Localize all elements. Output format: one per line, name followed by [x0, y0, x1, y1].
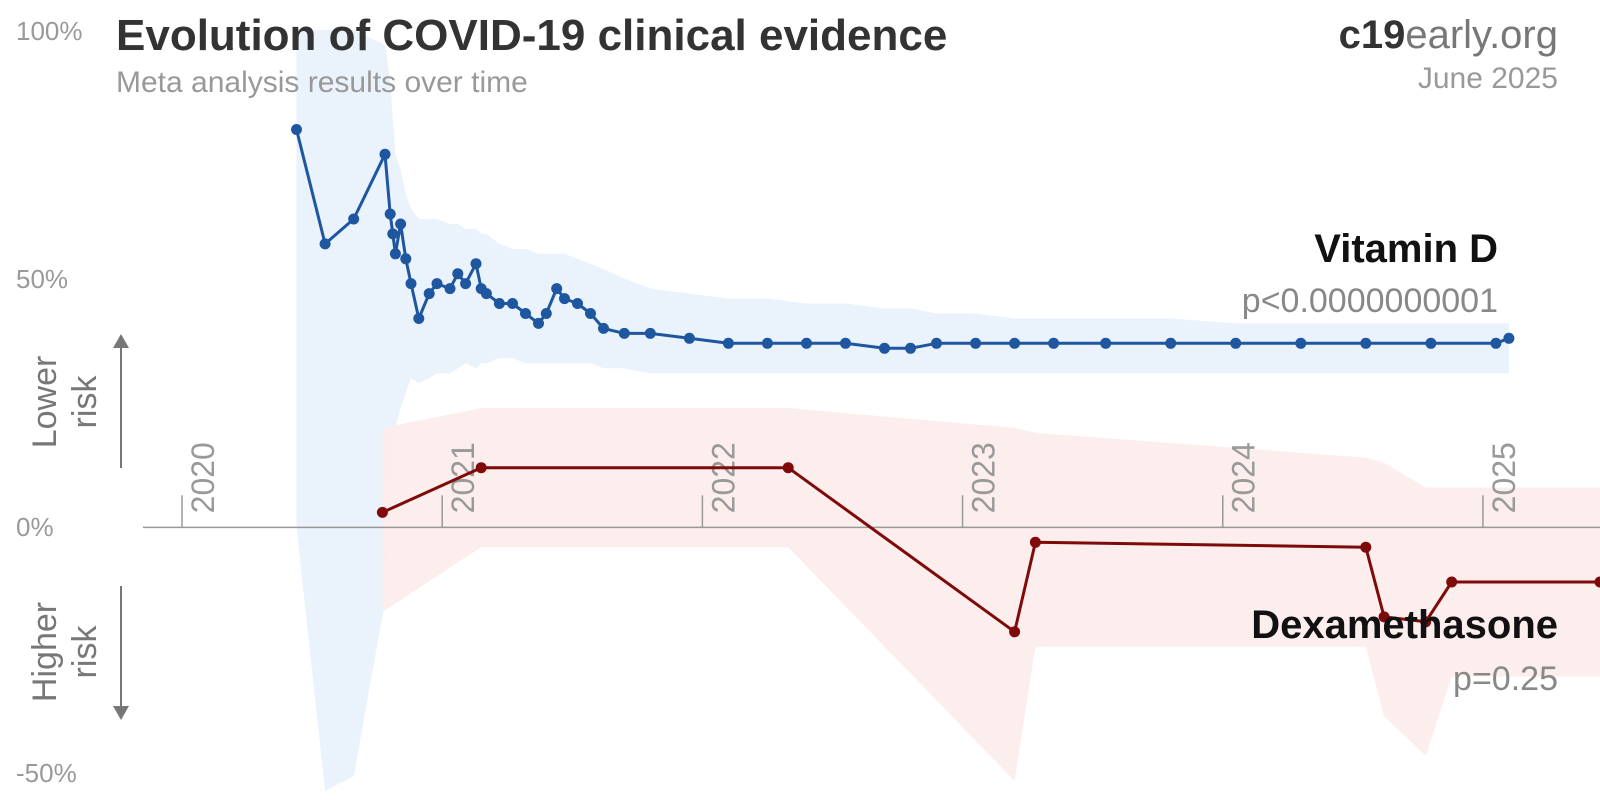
- data-point-vitamin-d: [460, 278, 472, 290]
- data-point-vitamin-d: [551, 283, 563, 295]
- data-point-vitamin-d: [384, 208, 396, 220]
- confidence-band-dexamethasone: [382, 408, 1600, 781]
- data-point-vitamin-d: [507, 298, 518, 309]
- series-label-dexamethasone: Dexamethasone: [1251, 603, 1558, 647]
- data-point-vitamin-d: [585, 308, 596, 319]
- higher-risk-line2: risk: [66, 625, 104, 679]
- series-pvalue-vitamin-d: p<0.0000000001: [1242, 282, 1498, 320]
- data-point-vitamin-d: [348, 213, 360, 225]
- data-point-vitamin-d: [801, 337, 812, 349]
- data-point-dexamethasone: [1446, 576, 1458, 588]
- data-point-vitamin-d: [722, 337, 734, 349]
- chart-title: Evolution of COVID-19 clinical evidence: [116, 11, 947, 60]
- data-point-vitamin-d: [493, 298, 505, 309]
- data-point-vitamin-d: [389, 248, 401, 260]
- y-tick-label: -50%: [16, 758, 77, 788]
- x-axis: 2020 2021 2022 2023 2024 2025: [143, 442, 1600, 529]
- data-point-vitamin-d: [405, 278, 417, 290]
- data-point-vitamin-d: [1425, 337, 1437, 349]
- series-line-dexamethasone: [381, 466, 1600, 634]
- data-point-vitamin-d: [1503, 332, 1515, 344]
- data-point-vitamin-d: [395, 218, 407, 230]
- data-point-vitamin-d: [1048, 337, 1060, 349]
- data-point-vitamin-d: [1009, 337, 1021, 349]
- data-point-vitamin-d: [559, 293, 570, 305]
- data-point-vitamin-d: [387, 228, 399, 240]
- lower-risk-line1: Lower: [26, 356, 64, 449]
- data-point-vitamin-d: [1490, 337, 1502, 349]
- data-point-dexamethasone: [376, 506, 388, 518]
- data-point-vitamin-d: [540, 308, 552, 319]
- data-point-vitamin-d: [400, 253, 412, 265]
- data-point-vitamin-d: [480, 288, 492, 300]
- chart-subtitle: Meta analysis results over time: [116, 66, 528, 99]
- data-point-dexamethasone: [475, 462, 487, 474]
- y-tick-label: 0%: [16, 512, 54, 542]
- data-point-vitamin-d: [444, 283, 456, 295]
- lower-risk-label: Lower risk: [26, 334, 129, 468]
- brand-logo: c19early.org: [1339, 13, 1558, 57]
- data-point-dexamethasone: [1009, 626, 1021, 638]
- data-point-vitamin-d: [423, 288, 435, 300]
- data-point-vitamin-d: [572, 298, 583, 309]
- data-point-vitamin-d: [761, 337, 773, 349]
- data-point-vitamin-d: [970, 337, 982, 349]
- data-point-vitamin-d: [1100, 337, 1112, 349]
- data-point-dexamethasone: [782, 462, 794, 474]
- y-tick-label: 100%: [16, 16, 83, 46]
- data-point-vitamin-d: [1295, 337, 1307, 349]
- brand-light: early: [1405, 13, 1492, 57]
- data-point-vitamin-d: [470, 258, 482, 270]
- data-point-dexamethasone: [1378, 611, 1390, 623]
- higher-risk-label: Higher risk: [26, 586, 129, 720]
- data-point-vitamin-d: [431, 278, 443, 290]
- data-point-vitamin-d: [379, 148, 391, 160]
- data-point-vitamin-d: [1165, 337, 1177, 349]
- data-point-vitamin-d: [644, 327, 656, 339]
- data-point-vitamin-d: [319, 238, 331, 250]
- data-point-dexamethasone: [1594, 576, 1600, 588]
- confidence-bands: [296, 30, 1600, 791]
- x-tick-label: 2022: [705, 442, 741, 513]
- lower-risk-line2: risk: [66, 375, 104, 429]
- data-point-vitamin-d: [520, 308, 531, 319]
- data-point-vitamin-d: [1230, 337, 1242, 349]
- data-point-vitamin-d: [683, 332, 695, 344]
- x-tick-label: 2024: [1226, 442, 1262, 513]
- x-tick-label: 2025: [1486, 442, 1522, 513]
- data-point-vitamin-d: [905, 342, 916, 354]
- series-points: [291, 124, 1600, 638]
- data-point-vitamin-d: [413, 313, 425, 324]
- data-point-vitamin-d: [291, 124, 302, 135]
- data-point-vitamin-d: [931, 337, 942, 349]
- series-pvalue-dexamethasone: p=0.25: [1453, 660, 1558, 698]
- data-point-vitamin-d: [452, 268, 464, 280]
- brand-bold: c19: [1339, 13, 1406, 57]
- date-label: June 2025: [1418, 62, 1558, 95]
- x-tick-label: 2021: [445, 442, 481, 513]
- data-point-vitamin-d: [618, 327, 630, 339]
- data-point-vitamin-d: [840, 337, 851, 349]
- data-point-dexamethasone: [1029, 536, 1041, 548]
- data-point-vitamin-d: [598, 322, 609, 334]
- data-point-vitamin-d: [1360, 337, 1372, 349]
- data-point-dexamethasone: [1420, 616, 1432, 628]
- series-label-vitamin-d: Vitamin D: [1314, 227, 1498, 271]
- data-point-vitamin-d: [533, 317, 544, 329]
- y-tick-label: 50%: [16, 264, 68, 294]
- x-tick-label: 2023: [966, 442, 1002, 513]
- data-point-dexamethasone: [1360, 541, 1372, 553]
- data-point-vitamin-d: [879, 342, 890, 354]
- higher-risk-line1: Higher: [26, 602, 64, 702]
- x-tick-label: 2020: [185, 442, 221, 513]
- brand-domain: .org: [1489, 13, 1558, 57]
